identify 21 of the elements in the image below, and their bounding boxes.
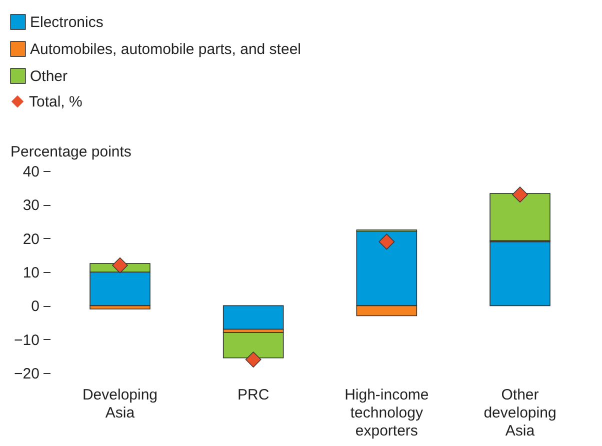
- y-tick-label: −10: [14, 332, 40, 349]
- legend-label: Automobiles, automobile parts, and steel: [30, 41, 301, 58]
- legend-label: Total, %: [29, 94, 82, 110]
- legend-label: Electronics: [30, 14, 104, 31]
- y-tick-label: 30: [22, 197, 40, 214]
- x-tick-label: Other developing Asia: [484, 386, 556, 440]
- y-axis-title: Percentage points: [10, 144, 132, 160]
- y-tick-label: 10: [22, 264, 40, 282]
- point: [112, 257, 128, 274]
- point: [512, 186, 528, 202]
- x-tick-label: Developing Asia: [82, 386, 158, 422]
- x-tick-label: High-income technology exporters: [344, 386, 429, 440]
- y-tick-label: 0: [31, 298, 40, 316]
- point: [378, 234, 395, 250]
- point: [245, 352, 262, 368]
- y-tick-label: 20: [22, 230, 40, 248]
- x-tick-label: PRC: [237, 386, 270, 404]
- y-tick-label: 40: [22, 164, 40, 180]
- legend-label: Other: [30, 68, 68, 85]
- bar: [222, 305, 284, 330]
- y-tick-label: −20: [14, 366, 40, 382]
